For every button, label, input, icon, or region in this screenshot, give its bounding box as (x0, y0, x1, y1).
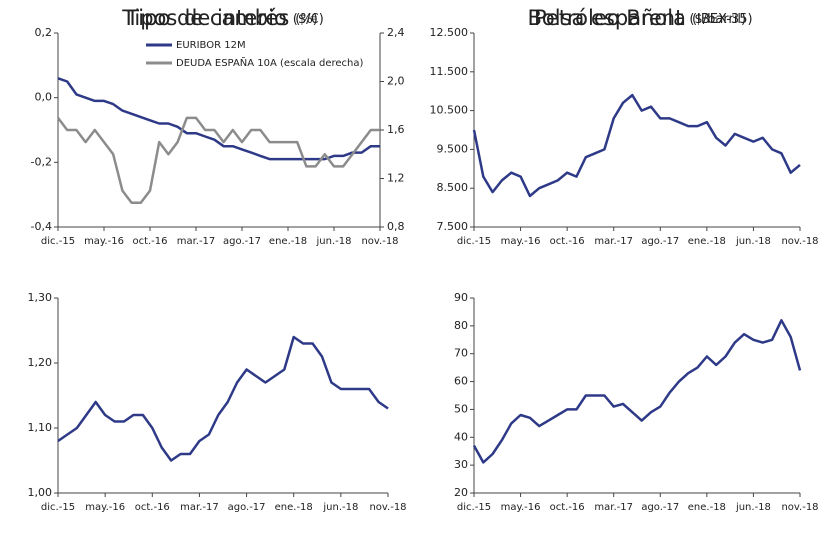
series-line (472, 93, 801, 198)
y-tick-label: 50 (454, 402, 468, 415)
y-tick-label: 70 (454, 347, 468, 360)
x-tick-label: oct.-16 (135, 502, 170, 513)
chart-title: Tipo de cambio ($/€) (125, 6, 324, 30)
chart-panel: Bolsa española (IBEX-35) 12.500 11.500 10.50… (430, 6, 819, 247)
x-tick-label: ene.-18 (269, 236, 307, 247)
y-tick-label: -0,4 (31, 220, 52, 233)
x-tick-label: nov.-18 (369, 502, 406, 513)
y-tick-label: 8.500 (437, 181, 469, 194)
y-tick-label: 11.500 (430, 65, 469, 78)
chart-panel: Tipos de interés (%) 0,2 0,0 -0,2 -0,4 2,4 2,0 1… (31, 6, 405, 247)
title-main: Bolsa española (527, 6, 686, 30)
x-tick-label: dic.-15 (41, 502, 75, 513)
chart-panel: Tipo de cambio ($/€) 1,30 1,20 1,10 1,00 dic.-… (28, 6, 407, 513)
y-tick-label: 1,00 (28, 486, 53, 499)
x-tick-label: oct.-16 (550, 502, 585, 513)
y-tick-label: 9.500 (437, 142, 469, 155)
x-tick-label: ago.-17 (641, 236, 679, 247)
x-tick-label: jun.-18 (735, 236, 771, 247)
x-tick-label: ago.-17 (223, 236, 261, 247)
x-tick-label: mar.-17 (594, 502, 633, 513)
x-tick-label: dic.-15 (41, 236, 75, 247)
y-tick-label: 7.500 (437, 220, 469, 233)
series-line (57, 77, 380, 161)
legend-label: DEUDA ESPAÑA 10A (escala derecha) (176, 56, 364, 69)
y2-tick-label: 2,0 (387, 75, 405, 88)
x-tick-label: jun.-18 (316, 236, 352, 247)
x-tick-label: ago.-17 (641, 502, 679, 513)
y2-tick-label: 1,2 (387, 172, 405, 185)
x-tick-label: mar.-17 (180, 502, 219, 513)
y-tick-label: 0,2 (35, 26, 53, 39)
legend-label: EURIBOR 12M (176, 40, 246, 51)
x-tick-label: may.-16 (501, 236, 541, 247)
x-tick-label: mar.-17 (177, 236, 216, 247)
x-tick-label: mar.-17 (594, 236, 633, 247)
x-tick-label: ago.-17 (228, 502, 266, 513)
title-unit: ($/barril) (689, 12, 746, 27)
y-tick-label: 1,30 (28, 291, 53, 304)
series-line (472, 319, 802, 464)
x-tick-label: oct.-16 (550, 236, 585, 247)
y-tick-label: 1,10 (28, 421, 53, 434)
title-main: Petróleo Brent (534, 6, 683, 30)
x-tick-label: ene.-18 (275, 502, 313, 513)
x-tick-label: dic.-15 (457, 236, 491, 247)
y-tick-label: 12.500 (430, 26, 469, 39)
x-tick-label: may.-16 (85, 502, 125, 513)
chart-title: Bolsa española (IBEX-35) (527, 6, 752, 30)
y2-tick-label: 1,6 (387, 123, 405, 136)
title-main: Tipos de interés (121, 6, 289, 30)
y-tick-label: 10.500 (430, 104, 469, 117)
y2-tick-label: 0,8 (387, 220, 405, 233)
y-tick-label: 1,20 (28, 356, 53, 369)
title-main: Tipo de cambio (125, 6, 287, 30)
x-tick-label: may.-16 (84, 236, 124, 247)
x-tick-label: nov.-18 (781, 502, 818, 513)
x-tick-label: dic.-15 (457, 502, 491, 513)
series-line (57, 116, 380, 205)
x-tick-label: jun.-18 (322, 502, 358, 513)
chart-title: Tipos de interés (%) (121, 6, 318, 30)
y-tick-label: 0,0 (35, 91, 53, 104)
x-tick-label: nov.-18 (361, 236, 398, 247)
x-tick-label: ene.-18 (688, 236, 726, 247)
x-tick-label: jun.-18 (735, 502, 771, 513)
title-unit: (IBEX-35) (692, 12, 753, 27)
chart-panel: Petróleo Brent ($/barril) 90 80 70 60 50 40 30 20… (454, 6, 819, 513)
title-unit: (%) (295, 12, 318, 27)
y-tick-label: 40 (454, 430, 468, 443)
x-tick-label: ene.-18 (688, 502, 726, 513)
x-tick-label: nov.-18 (781, 236, 818, 247)
series-line (57, 335, 389, 462)
y2-tick-label: 2,4 (387, 26, 405, 39)
y-tick-label: 60 (454, 375, 468, 388)
y-tick-label: 20 (454, 486, 468, 499)
y-tick-label: 90 (454, 291, 468, 304)
y-tick-label: 30 (454, 458, 468, 471)
x-tick-label: may.-16 (501, 502, 541, 513)
chart-title: Petróleo Brent ($/barril) (534, 6, 746, 30)
y-tick-label: -0,2 (31, 155, 52, 168)
y-tick-label: 80 (454, 319, 468, 332)
title-unit: ($/€) (293, 12, 324, 27)
x-tick-label: oct.-16 (132, 236, 167, 247)
